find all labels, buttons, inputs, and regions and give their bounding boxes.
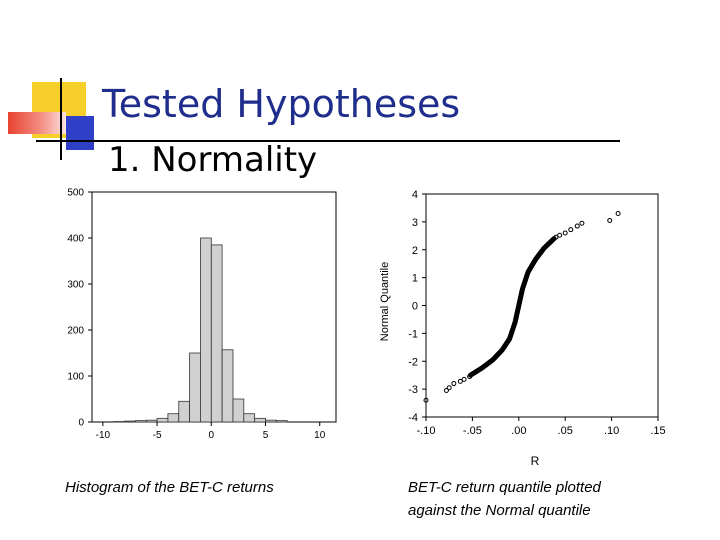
qq-point bbox=[607, 217, 613, 223]
y-tick-label: 4 bbox=[412, 189, 418, 201]
y-tick-label: 1 bbox=[412, 273, 418, 285]
y-tick-label: -3 bbox=[408, 384, 418, 396]
qq-point bbox=[443, 388, 449, 394]
qq-point bbox=[557, 232, 563, 238]
histogram-bar bbox=[189, 352, 201, 423]
qq-caption-line-1: BET-C return quantile plotted bbox=[408, 479, 601, 496]
qq-point bbox=[562, 230, 568, 236]
x-tick-label: 0 bbox=[209, 430, 215, 441]
y-tick-label: 300 bbox=[67, 280, 84, 291]
decor-red-bar bbox=[8, 112, 66, 134]
qq-plot-chart: -4 -3 -2 -1 0 1 2 3 4 -.10 -.05 .00 .05 .10 .15 R Normal… bbox=[379, 189, 666, 468]
qq-point bbox=[423, 397, 429, 403]
qq-point bbox=[568, 227, 574, 233]
qq-point bbox=[467, 374, 473, 380]
x-tick-label: 10 bbox=[314, 430, 326, 441]
qq-caption: BET-C return quantile plotted against th… bbox=[408, 476, 601, 522]
qq-point bbox=[461, 376, 467, 382]
histogram-bar bbox=[265, 419, 277, 423]
histogram-bar bbox=[232, 398, 245, 423]
qq-point bbox=[553, 234, 559, 240]
x-tick-label: .10 bbox=[604, 425, 619, 437]
histogram-chart: 0 100 200 300 400 500 -10 -5 0 5 10 bbox=[67, 188, 337, 441]
x-tick-label: .15 bbox=[650, 425, 665, 437]
histogram-bar bbox=[178, 400, 190, 423]
y-tick-label: 3 bbox=[412, 217, 418, 229]
y-tick-label: 400 bbox=[67, 234, 84, 245]
title-rule bbox=[36, 140, 620, 142]
y-tick-label: 100 bbox=[67, 372, 84, 383]
x-tick-label: -.05 bbox=[463, 425, 482, 437]
histogram-bar bbox=[145, 419, 158, 423]
x-tick-label: -.10 bbox=[417, 425, 436, 437]
x-tick-label: .05 bbox=[558, 425, 573, 437]
x-axis-label: R bbox=[531, 454, 540, 468]
x-tick-label: .00 bbox=[511, 425, 526, 437]
decor-vertical-line bbox=[60, 78, 62, 160]
histogram-bar bbox=[124, 420, 136, 423]
histogram-bar bbox=[210, 244, 223, 423]
histogram-caption: Histogram of the BET-C returns bbox=[65, 479, 274, 496]
qq-caption-line-2: against the Normal quantile bbox=[408, 502, 591, 519]
qq-point bbox=[574, 223, 580, 229]
y-tick-label: -1 bbox=[408, 328, 418, 340]
y-tick-label: -4 bbox=[408, 412, 418, 424]
histogram-bar bbox=[254, 417, 266, 423]
y-axis-label: Normal Quantile bbox=[379, 262, 391, 341]
histogram-bar bbox=[156, 417, 169, 423]
histogram-bar bbox=[167, 413, 180, 423]
qq-point bbox=[451, 381, 457, 387]
plot-frame bbox=[425, 193, 659, 418]
x-tick-label: 5 bbox=[263, 430, 269, 441]
slide-subtitle: 1. Normality bbox=[108, 140, 318, 180]
histogram-bar bbox=[134, 420, 147, 423]
decor-blue-square bbox=[66, 116, 94, 150]
y-tick-label: 0 bbox=[78, 418, 84, 429]
slide-title: Tested Hypotheses bbox=[102, 82, 461, 126]
histogram-bar bbox=[243, 413, 256, 423]
qq-point bbox=[579, 220, 585, 226]
qq-point bbox=[615, 211, 621, 217]
x-tick-label: -5 bbox=[153, 430, 162, 441]
histogram-bar bbox=[275, 420, 288, 423]
qq-point bbox=[457, 378, 463, 384]
qq-point bbox=[446, 385, 452, 391]
y-tick-label: 0 bbox=[412, 301, 418, 313]
histogram-bar bbox=[221, 349, 234, 423]
x-tick-label: -10 bbox=[96, 430, 111, 441]
y-tick-label: -2 bbox=[408, 356, 418, 368]
y-tick-label: 200 bbox=[67, 326, 84, 337]
histogram-bar bbox=[200, 237, 212, 423]
y-tick-label: 2 bbox=[412, 245, 418, 257]
y-tick-label: 500 bbox=[67, 188, 84, 199]
